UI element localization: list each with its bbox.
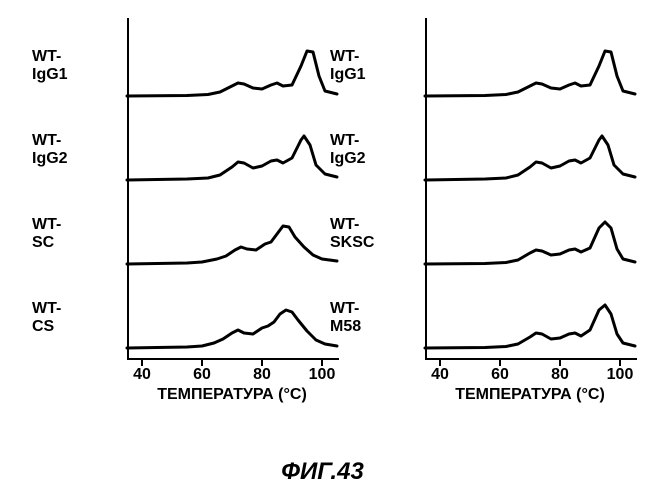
figure-root: WT-IgG1WT-IgG2WT-SCWT-CS406080100ТЕМПЕРА… (0, 0, 645, 500)
trace-label: WT-M58 (330, 300, 361, 336)
x-tick (201, 358, 203, 366)
x-tick-label: 100 (309, 366, 336, 384)
x-tick-label: 40 (133, 366, 151, 384)
figure-caption: ФИГ.43 (0, 458, 645, 486)
x-tick (499, 358, 501, 366)
x-tick-label: 100 (607, 366, 634, 384)
x-tick-label: 60 (193, 366, 211, 384)
x-tick-label: 40 (431, 366, 449, 384)
x-tick-label: 80 (551, 366, 569, 384)
x-tick-label: 80 (253, 366, 271, 384)
x-tick (619, 358, 621, 366)
trace-label: WT-CS (32, 300, 61, 336)
trace-curve (330, 18, 640, 363)
x-axis-label: ТЕМПЕРАТУРА (°C) (425, 386, 635, 404)
x-tick (439, 358, 441, 366)
x-tick (261, 358, 263, 366)
trace-curve (32, 18, 342, 363)
x-tick (321, 358, 323, 366)
x-axis-label: ТЕМПЕРАТУРА (°C) (127, 386, 337, 404)
x-tick (559, 358, 561, 366)
x-tick (141, 358, 143, 366)
x-tick-label: 60 (491, 366, 509, 384)
